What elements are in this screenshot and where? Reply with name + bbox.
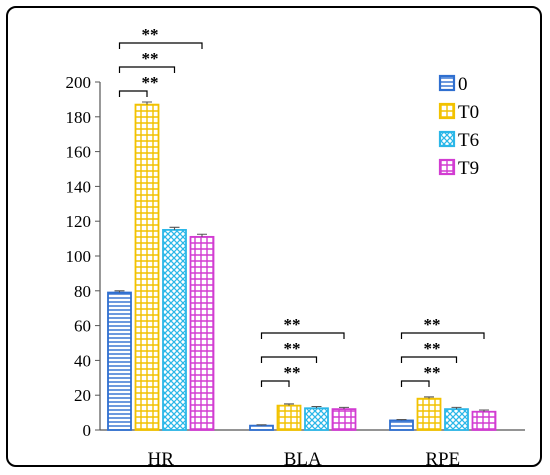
significance-bracket	[260, 356, 318, 363]
y-tick-label: 140	[66, 177, 92, 196]
error-bar	[169, 226, 180, 230]
significance-bracket	[400, 380, 430, 387]
significance-label: **	[424, 315, 441, 334]
significance-label: **	[284, 363, 301, 382]
significance-label: **	[142, 25, 159, 44]
x-category-label: BLA	[284, 449, 322, 470]
y-tick-label: 120	[66, 212, 92, 231]
error-bar	[256, 424, 267, 426]
significance-label: **	[284, 339, 301, 358]
bar-bla-t6	[304, 407, 329, 431]
bar-rpe-t6	[444, 408, 469, 431]
legend-swatch-0	[438, 74, 456, 92]
y-tick-label: 60	[74, 317, 91, 336]
legend-label: T0	[458, 102, 479, 123]
legend-swatch-t0	[438, 102, 456, 120]
significance-bracket	[118, 42, 203, 49]
legend-swatch-t9	[438, 158, 456, 176]
y-tick-label: 180	[66, 108, 92, 127]
bar-bla-t9	[331, 408, 357, 431]
y-tick-label: 100	[66, 247, 92, 266]
significance-label: **	[142, 49, 159, 68]
bar-rpe-t0	[416, 397, 442, 431]
significance-bracket	[118, 90, 148, 97]
significance-bracket	[260, 332, 345, 339]
bar-hr-t6	[162, 228, 187, 431]
bar-hr-t9	[189, 235, 215, 431]
error-bar	[311, 405, 322, 409]
significance-bracket	[400, 332, 485, 339]
error-bar	[284, 403, 294, 406]
significance-label: **	[424, 339, 441, 358]
significance-label: **	[424, 363, 441, 382]
bar-rpe-0	[389, 419, 414, 431]
error-bar	[424, 396, 434, 399]
legend-label: 0	[458, 74, 468, 95]
y-tick-label: 40	[74, 351, 91, 370]
error-bar	[339, 406, 349, 410]
significance-label: **	[284, 315, 301, 334]
legend-label: T6	[458, 130, 479, 151]
x-category-label: HR	[148, 449, 175, 470]
y-tick-label: 0	[83, 421, 92, 440]
y-tick-label: 200	[66, 73, 92, 92]
bar-hr-0	[107, 291, 132, 431]
error-bar	[451, 406, 462, 410]
error-bar	[114, 290, 125, 293]
error-bar	[479, 409, 489, 412]
bar-bla-0	[249, 424, 274, 431]
significance-label: **	[142, 73, 159, 92]
bar-hr-t0	[134, 103, 160, 431]
error-bar	[396, 419, 407, 421]
legend-swatch-t6	[438, 130, 456, 148]
y-tick-label: 20	[74, 386, 91, 405]
y-tick-label: 160	[66, 143, 92, 162]
significance-bracket	[400, 356, 458, 363]
significance-bracket	[118, 66, 176, 73]
x-category-label: RPE	[425, 449, 460, 470]
legend-label: T9	[458, 158, 479, 179]
error-bar	[142, 101, 152, 105]
error-bar	[197, 233, 207, 237]
significance-bracket	[260, 380, 290, 387]
bar-rpe-t9	[471, 410, 497, 431]
bar-bla-t0	[276, 404, 302, 431]
y-tick-label: 80	[74, 282, 91, 301]
